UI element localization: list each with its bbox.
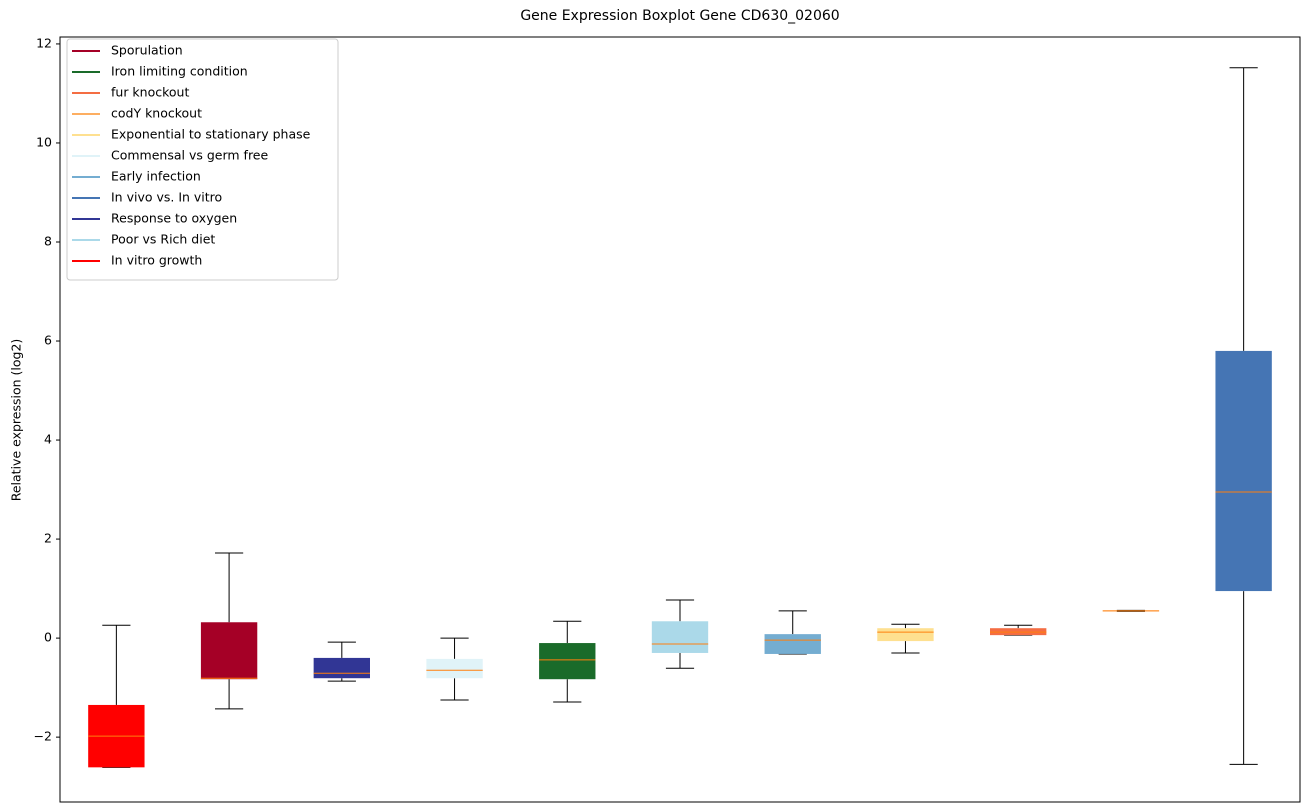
y-tick-label: 2 <box>44 531 52 546</box>
y-tick-label: 10 <box>36 134 52 149</box>
legend-label: Early infection <box>111 169 201 184</box>
box <box>877 628 934 642</box>
y-tick-label: 12 <box>36 35 52 50</box>
y-tick-label: 8 <box>44 233 52 248</box>
legend-label: Sporulation <box>111 43 183 58</box>
y-tick-label: −2 <box>34 729 52 744</box>
box <box>539 643 596 680</box>
box <box>651 621 709 653</box>
legend-label: Exponential to stationary phase <box>111 127 311 142</box>
y-tick-label: 0 <box>44 630 52 645</box>
plot-frame <box>59 36 1301 803</box>
y-axis-label: Relative expression (log2) <box>9 339 24 502</box>
box <box>426 658 483 679</box>
legend-frame <box>66 38 339 281</box>
legend-label: In vitro growth <box>111 253 202 268</box>
legend-label: Response to oxygen <box>111 211 237 226</box>
legend-label: Iron limiting condition <box>111 64 248 79</box>
box <box>200 622 258 680</box>
box <box>764 634 821 654</box>
chart-title: Gene Expression Boxplot Gene CD630_02060 <box>520 8 839 24</box>
legend-label: Poor vs Rich diet <box>111 232 215 247</box>
legend-label: codY knockout <box>111 106 202 121</box>
legend-label: Commensal vs germ free <box>111 148 268 163</box>
y-tick-label: 6 <box>44 333 52 348</box>
legend-label: fur knockout <box>111 85 189 100</box>
legend-label: In vivo vs. In vitro <box>111 190 222 205</box>
box <box>1215 350 1272 592</box>
box <box>313 657 370 679</box>
y-tick-label: 4 <box>44 432 52 447</box>
